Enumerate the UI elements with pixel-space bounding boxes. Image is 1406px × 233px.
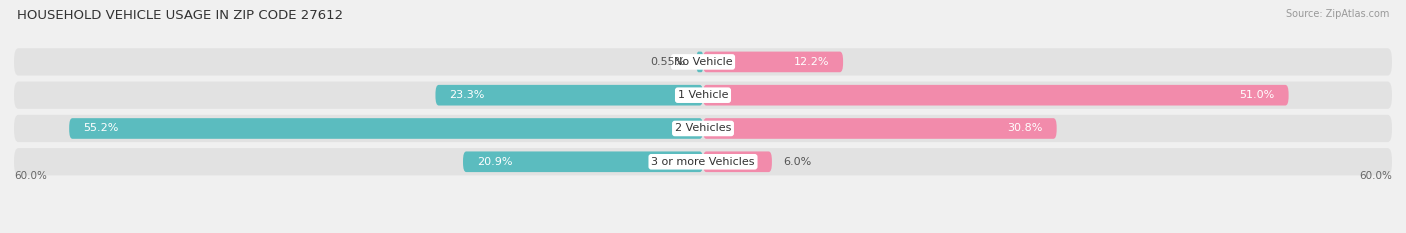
- FancyBboxPatch shape: [69, 118, 703, 139]
- FancyBboxPatch shape: [703, 118, 1057, 139]
- FancyBboxPatch shape: [703, 85, 1289, 106]
- Text: 0.55%: 0.55%: [650, 57, 685, 67]
- Text: 55.2%: 55.2%: [83, 123, 118, 134]
- Text: 51.0%: 51.0%: [1240, 90, 1275, 100]
- FancyBboxPatch shape: [703, 51, 844, 72]
- Text: 3 or more Vehicles: 3 or more Vehicles: [651, 157, 755, 167]
- Text: Source: ZipAtlas.com: Source: ZipAtlas.com: [1285, 9, 1389, 19]
- FancyBboxPatch shape: [14, 48, 1392, 75]
- Text: 60.0%: 60.0%: [1360, 171, 1392, 181]
- Text: No Vehicle: No Vehicle: [673, 57, 733, 67]
- Text: 6.0%: 6.0%: [783, 157, 811, 167]
- FancyBboxPatch shape: [697, 51, 703, 72]
- Text: 30.8%: 30.8%: [1008, 123, 1043, 134]
- FancyBboxPatch shape: [14, 82, 1392, 109]
- FancyBboxPatch shape: [463, 151, 703, 172]
- Text: HOUSEHOLD VEHICLE USAGE IN ZIP CODE 27612: HOUSEHOLD VEHICLE USAGE IN ZIP CODE 2761…: [17, 9, 343, 22]
- Text: 60.0%: 60.0%: [14, 171, 46, 181]
- FancyBboxPatch shape: [703, 151, 772, 172]
- Text: 20.9%: 20.9%: [477, 157, 512, 167]
- FancyBboxPatch shape: [14, 115, 1392, 142]
- FancyBboxPatch shape: [436, 85, 703, 106]
- FancyBboxPatch shape: [14, 148, 1392, 175]
- Text: 12.2%: 12.2%: [794, 57, 830, 67]
- Text: 2 Vehicles: 2 Vehicles: [675, 123, 731, 134]
- Text: 1 Vehicle: 1 Vehicle: [678, 90, 728, 100]
- Text: 23.3%: 23.3%: [450, 90, 485, 100]
